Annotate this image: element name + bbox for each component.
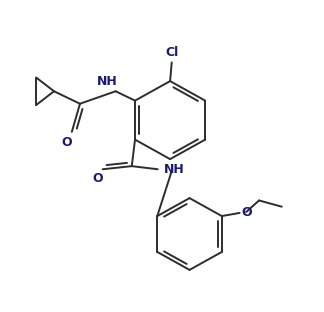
- Text: NH: NH: [164, 163, 185, 176]
- Text: O: O: [241, 207, 252, 219]
- Text: O: O: [92, 173, 103, 185]
- Text: Cl: Cl: [165, 46, 178, 59]
- Text: O: O: [62, 137, 72, 149]
- Text: NH: NH: [97, 75, 118, 88]
